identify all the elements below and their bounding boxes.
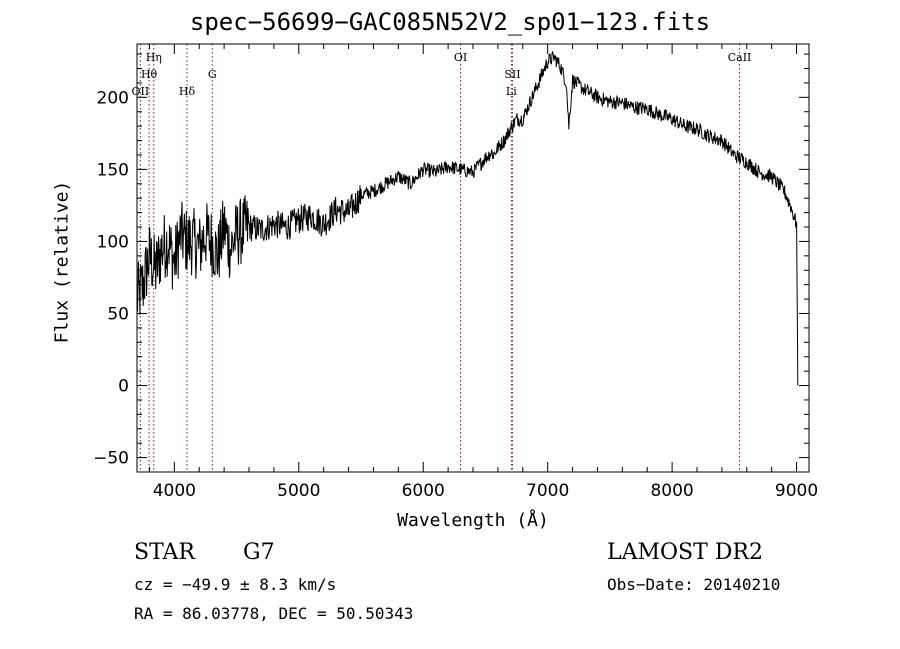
x-tick-label: 5000 <box>277 481 320 501</box>
line-marker-label: OII <box>132 85 150 98</box>
x-tick-label: 6000 <box>402 481 445 501</box>
y-tick-label: 100 <box>97 232 129 252</box>
line-marker-label: SII <box>504 68 520 81</box>
object-subclass: G7 <box>243 540 275 565</box>
line-marker-label: Hη <box>146 51 162 64</box>
x-axis-label: Wavelength (Å) <box>397 510 549 531</box>
line-marker-label: OI <box>454 51 467 64</box>
y-tick-label: 150 <box>97 160 129 180</box>
spectrum-series <box>136 51 799 386</box>
x-tick-label: 7000 <box>526 481 569 501</box>
y-tick-label: 50 <box>107 304 129 324</box>
x-tick-label: 9000 <box>775 481 818 501</box>
x-tick-label: 8000 <box>650 481 693 501</box>
line-marker-label: Hθ <box>141 68 158 81</box>
ra-dec: RA = 86.03778, DEC = 50.50343 <box>134 604 414 623</box>
axes-ticks: 4000 5000 6000 7000 8000 9000 −50 0 50 100 150 200 <box>93 44 818 501</box>
x-tick-label: 4000 <box>153 481 196 501</box>
chart-title: spec−56699−GAC085N52V2_sp01−123.fits <box>189 8 711 36</box>
line-marker-label: CaII <box>728 51 752 64</box>
y-axis-label: Flux (relative) <box>51 180 73 344</box>
spectrum-line <box>136 51 799 386</box>
line-marker-label: Li <box>506 85 517 98</box>
object-class: STAR <box>134 540 195 565</box>
line-marker-label: Hδ <box>179 85 196 98</box>
obs-date: Obs−Date: 20140210 <box>607 575 781 594</box>
y-tick-label: 0 <box>118 377 129 397</box>
survey-name: LAMOST DR2 <box>607 540 763 565</box>
redshift-info: cz = −49.9 ± 8.3 km/s <box>134 575 337 594</box>
line-markers: Hη Hθ OII Hδ G OI SII Li CaII <box>132 44 752 472</box>
y-tick-label: −50 <box>93 449 129 469</box>
line-marker-label: G <box>208 68 217 81</box>
y-tick-label: 200 <box>97 88 129 108</box>
